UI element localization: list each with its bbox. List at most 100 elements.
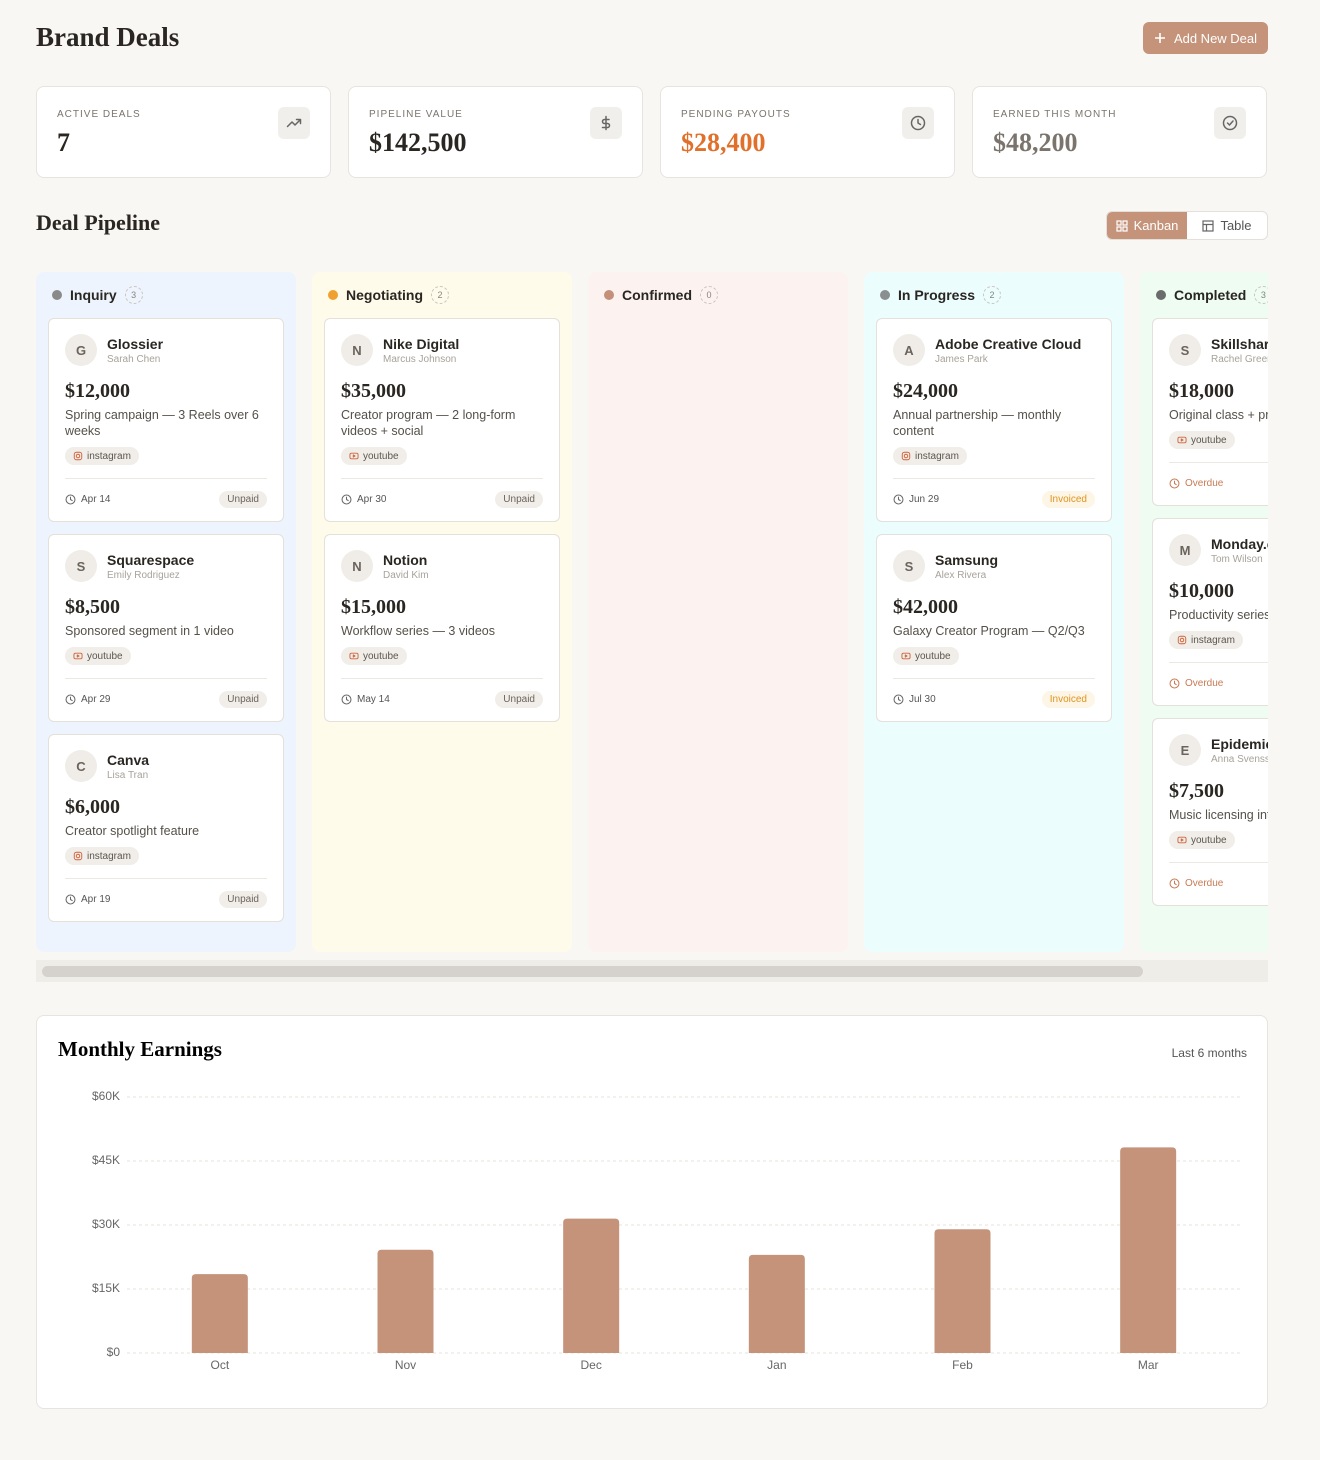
deal-footer: Jul 30 Invoiced — [893, 678, 1095, 709]
deal-names: Canva Lisa Tran — [107, 752, 149, 781]
platform-tag: youtube — [893, 647, 959, 665]
kanban-columns: Inquiry 3 G Glossier Sarah Chen $12,000 Spring… — [36, 272, 1268, 952]
view-option[interactable]: Kanban — [1107, 212, 1187, 239]
column-count: 2 — [431, 286, 449, 304]
view-label: Kanban — [1133, 218, 1179, 233]
stat-icon-box — [902, 107, 934, 139]
platform-name: instagram — [87, 450, 131, 462]
deal-card[interactable]: C Canva Lisa Tran $6,000 Creator spotlight f… — [48, 734, 284, 922]
clock-icon — [65, 694, 76, 705]
platform-name: youtube — [915, 650, 951, 662]
view-label: Table — [1220, 218, 1252, 233]
contact-name: Lisa Tran — [107, 769, 149, 781]
contact-name: David Kim — [383, 569, 429, 581]
table-icon — [1202, 219, 1215, 232]
payment-status: Unpaid — [219, 491, 267, 508]
clock-icon — [1169, 878, 1180, 889]
status-dot — [604, 290, 614, 300]
column-header: Completed 3 — [1156, 284, 1268, 306]
platform-name: youtube — [87, 650, 123, 662]
add-deal-button[interactable]: Add New Deal — [1143, 22, 1268, 54]
stat-icon-box — [590, 107, 622, 139]
deal-names: Adobe Creative Cloud James Park — [935, 336, 1081, 365]
status-dot — [328, 290, 338, 300]
platform-tag: youtube — [1169, 431, 1235, 449]
deal-card[interactable]: N Notion David Kim $15,000 Workflow series —… — [324, 534, 560, 722]
date-text: Apr 29 — [81, 694, 111, 705]
overdue-status: Overdue — [1169, 878, 1223, 889]
platform-icon — [901, 451, 911, 461]
stat-card: PIPELINE VALUE $142,500 — [348, 86, 643, 178]
platform-icon — [73, 652, 83, 660]
due-date: Apr 19 — [65, 894, 110, 905]
overdue-status: Overdue — [1169, 478, 1223, 489]
column-header: Confirmed 0 — [604, 284, 836, 306]
status-text: Overdue — [1185, 678, 1224, 689]
stat-value: $142,500 — [369, 128, 467, 157]
page-title: Brand Deals — [36, 22, 180, 52]
avatar: M — [1169, 534, 1201, 566]
platform-tag: youtube — [341, 447, 407, 465]
platform-tag: instagram — [65, 847, 139, 865]
deal-names: Notion David Kim — [383, 552, 429, 581]
avatar: S — [1169, 334, 1201, 366]
clock-icon — [341, 494, 352, 505]
column-count: 3 — [1254, 286, 1268, 304]
brand-name: Epidemic Sound — [1211, 735, 1268, 752]
deal-card[interactable]: S Samsung Alex Rivera $42,000 Galaxy Creator… — [876, 534, 1112, 722]
platform-name: youtube — [1191, 434, 1227, 446]
deal-amount: $24,000 — [893, 380, 958, 402]
deal-card[interactable]: E Epidemic SoundAnna Svensson $7,500 Music … — [1152, 718, 1268, 906]
status-dot — [880, 290, 890, 300]
add-deal-label: Add New Deal — [1173, 30, 1258, 46]
deal-card[interactable]: S SkillshareRachel Green $18,000 Original c… — [1152, 318, 1268, 506]
due-date: Jun 29 — [893, 494, 939, 505]
contact-name: Marcus Johnson — [383, 353, 457, 365]
deal-card[interactable]: M Monday.comTom Wilson $10,000 Productivity… — [1152, 518, 1268, 706]
payment-status: Invoiced — [1041, 491, 1095, 508]
y-tick-label: $30K — [92, 1217, 120, 1231]
deal-footer: Apr 19 Unpaid — [65, 878, 267, 909]
date-text: Apr 14 — [81, 494, 111, 505]
deal-card[interactable]: N Nike Digital Marcus Johnson $35,000 Creato… — [324, 318, 560, 522]
brand-name: Squarespace — [107, 551, 195, 568]
status-dot — [52, 290, 62, 300]
deal-card[interactable]: A Adobe Creative Cloud James Park $24,000 An… — [876, 318, 1112, 522]
payment-status: Invoiced — [1041, 691, 1095, 708]
bar — [191, 1274, 248, 1353]
deal-names: Samsung Alex Rivera — [935, 552, 998, 581]
check-icon — [1222, 115, 1238, 131]
deal-header: S Samsung Alex Rivera — [893, 550, 1095, 582]
platform-name: instagram — [87, 850, 131, 862]
kanban-column: Completed 3 S SkillshareRachel Green $18,000… — [1140, 272, 1268, 952]
payment-status: Unpaid — [219, 691, 267, 708]
deal-amount: $15,000 — [341, 596, 406, 618]
contact-name: Sarah Chen — [107, 353, 161, 365]
contact-name: Rachel Green — [1211, 353, 1268, 365]
brand-name: Glossier — [107, 335, 164, 352]
section-title: Deal Pipeline — [36, 210, 161, 235]
scrollbar-thumb[interactable] — [42, 966, 1143, 977]
clock-icon — [910, 115, 926, 131]
platform-tag: instagram — [65, 447, 139, 465]
platform-name: youtube — [363, 650, 399, 662]
deal-amount: $12,000 — [65, 380, 130, 402]
platform-icon — [1177, 436, 1187, 444]
deal-card[interactable]: G Glossier Sarah Chen $12,000 Spring campaig… — [48, 318, 284, 522]
contact-name: James Park — [935, 353, 988, 365]
deal-footer: Jun 29 Invoiced — [893, 478, 1095, 509]
earnings-chart: Monthly Earnings Last 6 months $0 $15K $30… — [58, 1037, 1247, 1372]
deal-card[interactable]: S Squarespace Emily Rodriguez $8,500 Sponsor… — [48, 534, 284, 722]
deal-amount: $18,000 — [1169, 380, 1234, 402]
due-date: May 14 — [341, 694, 390, 705]
platform-icon — [73, 851, 83, 861]
plus-icon — [1154, 33, 1165, 43]
view-option[interactable]: Table — [1187, 212, 1267, 239]
column-header: In Progress 2 — [880, 284, 1112, 306]
deal-footer: Apr 30 Unpaid — [341, 478, 543, 509]
overdue-status: Overdue — [1169, 678, 1223, 689]
column-header: Inquiry 3 — [52, 284, 284, 306]
scrollbar[interactable] — [36, 960, 1268, 982]
deal-amount: $42,000 — [893, 596, 958, 618]
brand-name: Skillshare — [1211, 335, 1268, 352]
